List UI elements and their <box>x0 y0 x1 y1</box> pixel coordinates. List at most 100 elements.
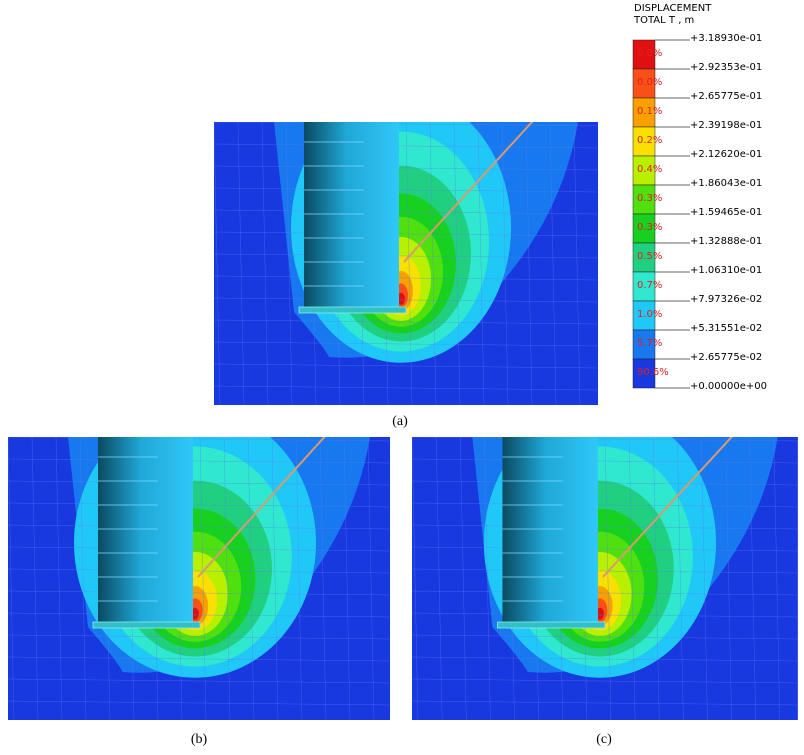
plot <box>8 437 390 720</box>
mesh <box>412 437 419 720</box>
legend-percentage: 0.3% <box>637 193 662 204</box>
legend-percentage: 0.4% <box>637 164 662 175</box>
mesh <box>453 122 461 405</box>
mesh <box>214 209 598 215</box>
mesh <box>214 165 598 171</box>
plot <box>214 122 598 405</box>
mesh <box>549 122 557 405</box>
mesh <box>8 480 390 486</box>
mesh <box>79 437 87 720</box>
legend-percentage: 0.1% <box>637 106 662 117</box>
mesh <box>199 437 207 720</box>
legend-percentage: 1.0% <box>637 309 662 320</box>
mesh <box>628 437 636 720</box>
mesh <box>8 546 390 552</box>
mesh <box>31 437 39 720</box>
mesh <box>412 546 798 552</box>
mesh <box>773 437 781 720</box>
pile <box>98 437 193 622</box>
legend-level: +1.32888e-01 <box>690 236 762 247</box>
mesh <box>237 122 245 405</box>
mesh <box>8 437 390 442</box>
legend-level: +0.00000e+00 <box>690 381 767 392</box>
panel-b <box>8 437 390 720</box>
mesh <box>214 231 598 237</box>
mesh <box>412 502 798 508</box>
legend-title: DISPLACEMENT <box>634 3 712 14</box>
mesh <box>405 122 413 405</box>
plot <box>412 437 798 720</box>
mesh <box>8 502 390 508</box>
mesh <box>412 458 798 464</box>
caption: (c) <box>596 732 612 747</box>
mesh <box>412 656 798 662</box>
mesh <box>261 122 269 405</box>
legend-percentage: 0.2% <box>637 135 662 146</box>
panel-c <box>412 437 798 720</box>
mesh <box>749 437 756 720</box>
mesh <box>271 437 279 720</box>
mesh <box>214 122 221 405</box>
mesh <box>8 700 390 706</box>
mesh <box>285 122 293 405</box>
legend-level: +2.92353e-01 <box>690 62 762 73</box>
mesh <box>214 297 598 303</box>
mesh <box>429 122 437 405</box>
mesh <box>412 612 798 618</box>
mesh <box>214 122 598 127</box>
mesh <box>214 187 598 193</box>
legend-title: TOTAL T , m <box>633 15 694 26</box>
pile-base <box>497 621 606 629</box>
legend-level: +2.12620e-01 <box>690 149 762 160</box>
mesh <box>55 437 63 720</box>
mesh <box>214 341 598 347</box>
legend-level: +1.06310e-01 <box>690 265 762 276</box>
mesh <box>8 568 390 574</box>
mesh <box>8 590 390 596</box>
legend-percentage: 0.3% <box>637 222 662 233</box>
mesh <box>604 437 612 720</box>
mesh <box>214 275 598 281</box>
mesh <box>412 524 798 530</box>
mesh <box>214 253 598 259</box>
legend-percentage: 0.5% <box>637 251 662 262</box>
pile <box>502 437 598 622</box>
legend-level: +2.65775e-01 <box>690 91 762 102</box>
legend-percentage: 0.7% <box>637 280 662 291</box>
mesh <box>8 437 15 720</box>
mesh <box>412 678 798 684</box>
mesh <box>247 437 255 720</box>
mesh <box>8 656 390 662</box>
mesh <box>412 568 798 574</box>
mesh <box>573 122 581 405</box>
mesh <box>8 612 390 618</box>
mesh <box>8 634 390 640</box>
legend-level: +2.65775e-02 <box>690 352 762 363</box>
mesh <box>367 437 375 720</box>
mesh <box>677 437 684 720</box>
legend-percentage: 0.0% <box>637 48 662 59</box>
legend-percentage: 90.6% <box>637 367 669 378</box>
legend-level: +1.86043e-01 <box>690 178 762 189</box>
caption: (b) <box>191 732 208 747</box>
mesh <box>412 634 798 640</box>
mesh <box>343 437 351 720</box>
mesh <box>214 143 598 149</box>
mesh <box>223 437 231 720</box>
mesh <box>477 122 485 405</box>
legend-swatch <box>632 358 656 389</box>
mesh <box>412 700 798 706</box>
mesh <box>484 437 491 720</box>
pile-base <box>92 621 201 629</box>
legend-level: +7.97326e-02 <box>690 294 762 305</box>
anchor <box>602 437 733 578</box>
legend-level: +1.59465e-01 <box>690 207 762 218</box>
mesh <box>412 480 798 486</box>
anchor <box>197 437 326 578</box>
pile <box>304 122 399 307</box>
mesh <box>412 590 798 596</box>
mesh <box>8 458 390 464</box>
mesh <box>412 437 798 442</box>
